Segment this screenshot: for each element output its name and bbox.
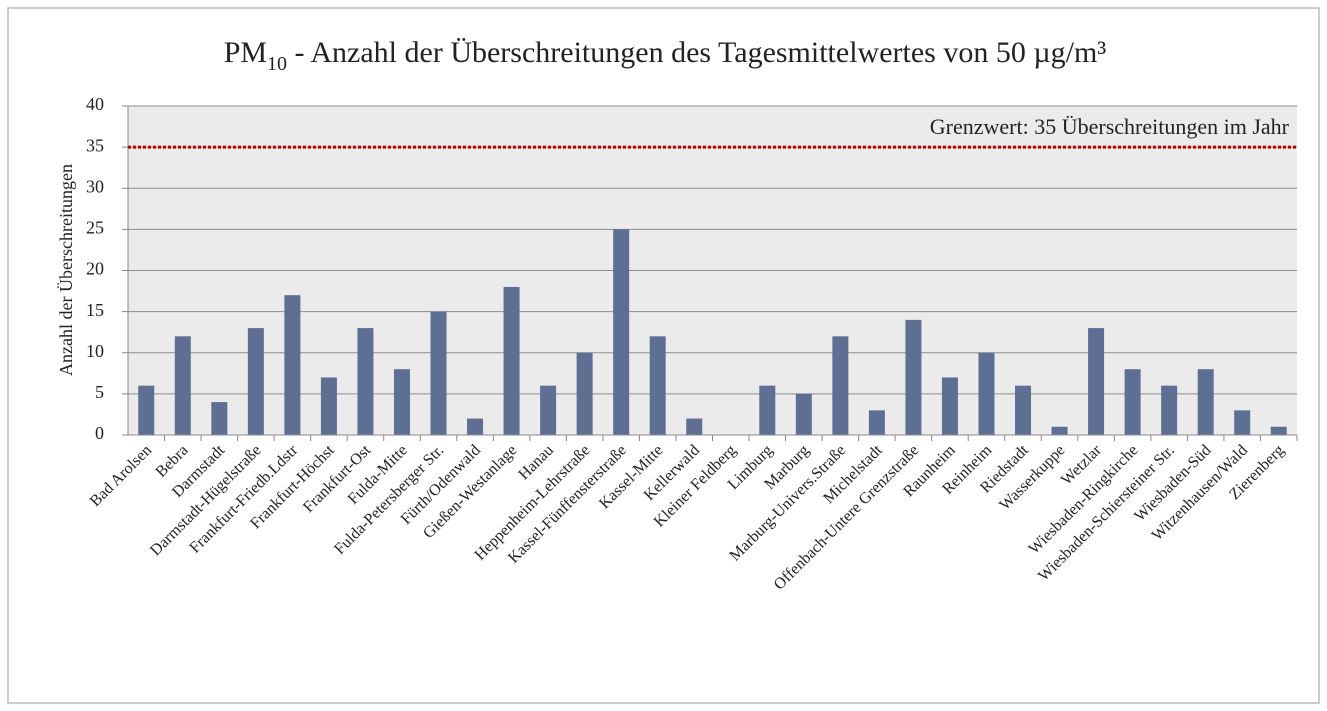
y-tick-label: 15 [86, 300, 104, 320]
bar [795, 393, 812, 435]
y-tick-label: 30 [86, 176, 104, 196]
y-tick-label: 5 [95, 382, 104, 402]
y-tick-label: 35 [86, 135, 104, 155]
bar [941, 377, 958, 435]
bar [1051, 426, 1068, 435]
y-tick-label: 10 [86, 341, 104, 361]
bar [1088, 328, 1105, 435]
y-tick-label: 40 [86, 94, 104, 114]
bar [211, 402, 228, 435]
bar [138, 385, 155, 435]
bar [1124, 369, 1141, 435]
bar [613, 229, 630, 435]
bar [649, 336, 666, 435]
bar [284, 295, 301, 435]
bar [832, 336, 849, 435]
bar [1161, 385, 1178, 435]
bar [320, 377, 337, 435]
bar [357, 328, 374, 435]
bar [1270, 426, 1287, 435]
bar [430, 311, 447, 435]
bar [905, 319, 922, 435]
bar [174, 336, 191, 435]
bar [1234, 410, 1251, 435]
bar [576, 352, 593, 435]
bar [540, 385, 557, 435]
bar [1197, 369, 1214, 435]
reference-label: Grenzwert: 35 Überschreitungen im Jahr [930, 114, 1290, 139]
y-tick-label: 25 [86, 218, 104, 238]
bar [686, 418, 703, 435]
title-subscript: 10 [267, 53, 287, 75]
y-axis-label: Anzahl der Überschreitungen [56, 164, 76, 376]
bar [467, 418, 484, 435]
title-part: - Anzahl der Überschreitungen des Tagesm… [287, 36, 1106, 69]
title-part: PM [224, 36, 267, 69]
bar [868, 410, 885, 435]
bar [978, 352, 995, 435]
bar [247, 328, 264, 435]
bar [1015, 385, 1032, 435]
chart-title: PM10 - Anzahl der Überschreitungen des T… [224, 36, 1107, 75]
bar [759, 385, 776, 435]
bar [503, 286, 520, 435]
bar [393, 369, 410, 435]
y-tick-label: 0 [95, 423, 104, 443]
y-tick-label: 20 [86, 259, 104, 279]
